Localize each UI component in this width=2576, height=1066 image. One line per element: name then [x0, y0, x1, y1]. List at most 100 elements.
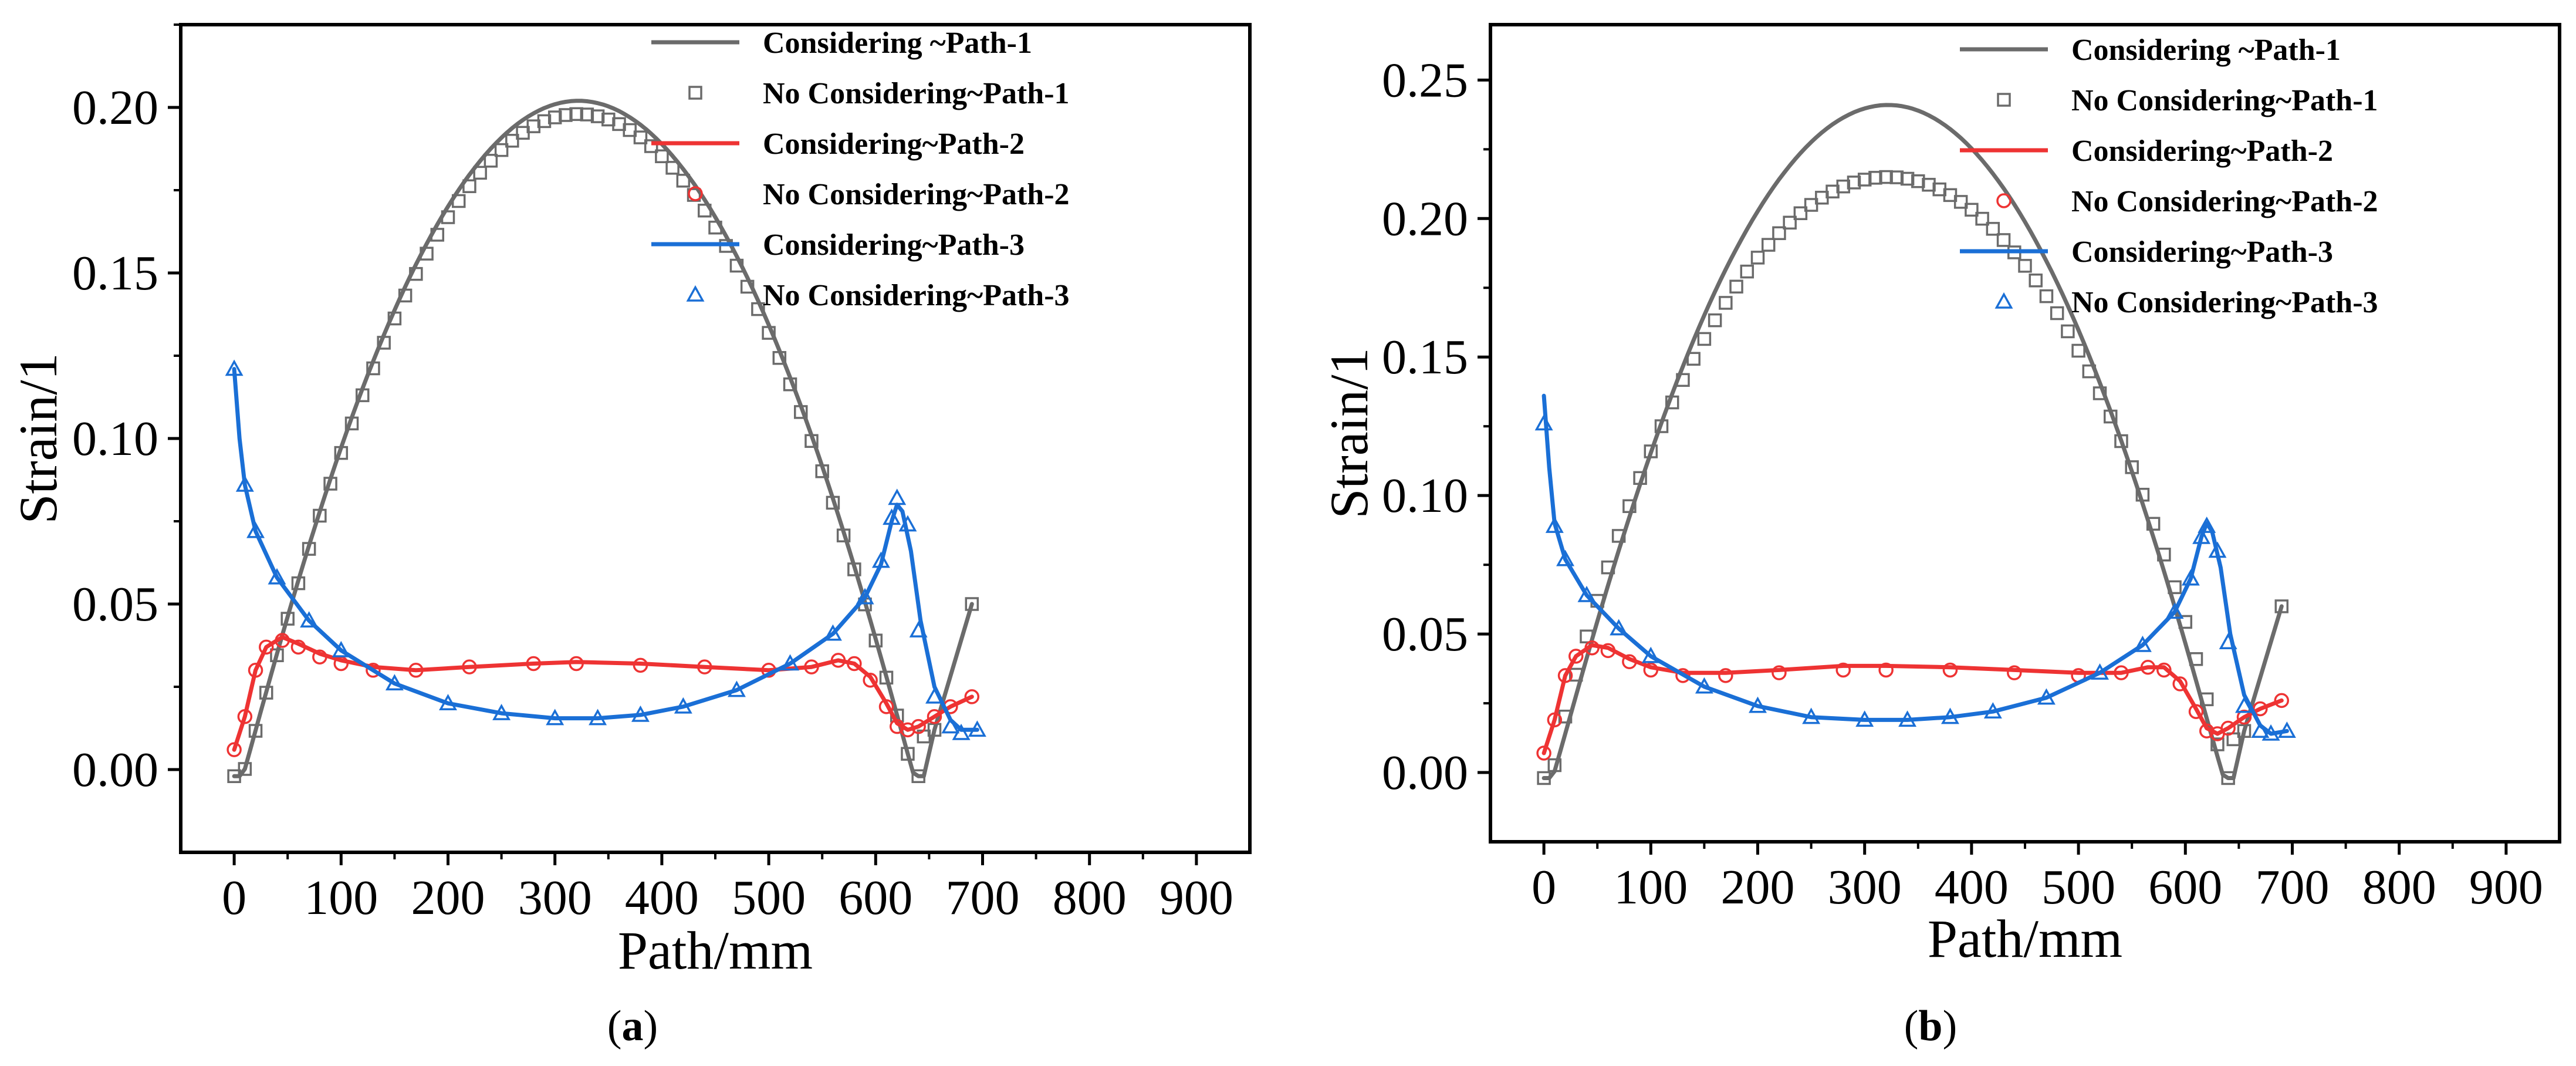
- panel-a-series-1-legend-label: Considering ~Path-1: [763, 26, 1032, 60]
- panel-a-series-2-marker: [344, 416, 359, 431]
- panel-b-series-2-marker: [1965, 203, 1979, 217]
- panel-a-series-4-marker: [830, 653, 846, 668]
- panel-b-series-2-marker: [2050, 306, 2064, 321]
- panel-a-series-2-marker: [794, 405, 808, 419]
- panel-a-x-tick-label: 300: [518, 871, 592, 925]
- panel-b-series-2-marker: [2104, 409, 2118, 424]
- panel-a-series-2-markers: [227, 107, 979, 784]
- panel-a-caption-letter: a: [622, 1002, 644, 1050]
- panel-b-series-2-marker: [2029, 273, 2043, 288]
- panel-b-series-4-marker: [1675, 668, 1691, 683]
- panel-b-series-4-marker: [1557, 668, 1573, 683]
- panel-a-series-4-marker: [900, 722, 915, 738]
- panel-a-series-2-marker: [569, 107, 583, 122]
- panel-a-series-2-marker: [280, 612, 295, 626]
- panel-b-caption-letter: b: [1918, 1002, 1942, 1050]
- panel-b-series-2-marker: [1601, 560, 1615, 575]
- panel-a-series-2-marker: [227, 769, 241, 784]
- panel-b-series-6-marker: [1855, 710, 1874, 727]
- panel-a-y-tick-label: 0.15: [72, 246, 158, 301]
- panel-b-series-6-legend-label: No Considering~Path-3: [2071, 286, 2378, 319]
- panel-b-series-2-marker: [1719, 296, 1733, 310]
- panel-b-series-2-legend-label: No Considering~Path-1: [2071, 84, 2378, 117]
- panel-b-series-2-marker: [1708, 313, 1722, 328]
- panel-b-series-2-marker: [2178, 615, 2193, 629]
- panel-a-series-6-marker: [883, 508, 901, 525]
- panel-a-series-6-marker: [589, 709, 607, 726]
- panel-a-x-axis-title: Path/mm: [618, 920, 813, 980]
- panel-b-series-4-marker: [2274, 693, 2290, 709]
- panel-b-series-4-legend-symbol: [1996, 193, 2012, 208]
- panel-a-y-tick-label: 0.10: [72, 411, 158, 466]
- panel-b-series-2-marker: [1879, 170, 1893, 184]
- panel-b-series-6-marker: [2037, 688, 2056, 705]
- panel-a-series-4-marker: [889, 718, 905, 734]
- panel-b-series-2-marker: [1986, 222, 2000, 236]
- panel-a-series-2-marker: [965, 597, 979, 611]
- panel-a-series-2-legend-label: No Considering~Path-1: [763, 77, 1070, 110]
- panel-b-series-2-marker: [1622, 499, 1637, 513]
- panel-a-series-4-legend-symbol: [688, 186, 703, 201]
- panel-a-x-tick-label: 500: [732, 871, 806, 925]
- panel-a-series-2-marker: [334, 446, 349, 460]
- panel-a-series-4-legend-label: No Considering~Path-2: [763, 178, 1070, 211]
- panel-a-series-2-marker: [879, 670, 894, 685]
- panel-a-series-4-legend-marker: [688, 186, 703, 201]
- panel-b-series-2-marker: [2092, 386, 2107, 400]
- panel-a-series-2-marker: [547, 110, 562, 124]
- panel-b-series-6-marker: [2219, 633, 2237, 650]
- panel-a-series-6-marker: [246, 521, 265, 538]
- panel-b-x-tick-label: 700: [2256, 860, 2330, 915]
- panel-a-series-2-marker: [355, 388, 370, 403]
- panel-b-series-6-marker: [2165, 602, 2184, 619]
- panel-a-series-2-marker: [644, 139, 658, 153]
- panel-a-series-6-marker: [235, 475, 254, 492]
- panel-b-series-4-marker: [1536, 745, 1551, 761]
- panel-a-series-2-legend-marker: [688, 86, 702, 100]
- panel-b-series-2-marker: [1729, 279, 1743, 294]
- panel-a-series-6-marker: [941, 717, 960, 734]
- panel-a-series-4-marker: [964, 689, 980, 704]
- panel-b-y-tick-label: 0.05: [1382, 607, 1468, 662]
- panel-a-series-6-marker: [925, 687, 944, 704]
- panel-a-series-2-marker: [580, 107, 594, 122]
- panel-a-series-2-marker: [494, 143, 509, 157]
- panel-b-series-2-marker: [2221, 771, 2235, 785]
- panel-b-x-tick-label: 900: [2469, 860, 2543, 915]
- panel-a-series-2-marker: [323, 477, 337, 491]
- panel-b-y-axis-title: Strain/1: [1319, 348, 1379, 518]
- panel-b-x-axis-title: Path/mm: [1928, 909, 2122, 969]
- panel-b-series-2-marker: [2237, 724, 2252, 738]
- panel-b-series-2-marker: [2210, 737, 2225, 751]
- panel-a-series-2-marker: [815, 464, 829, 478]
- panel-a-series-4-marker: [408, 663, 424, 678]
- panel-b-series-4-marker: [2114, 665, 2129, 680]
- panel-a-series-5-legend-label: Considering~Path-3: [763, 228, 1025, 262]
- panel-a-series-2-marker: [238, 762, 252, 776]
- panel-a-series-2-marker: [302, 542, 316, 556]
- panel-b-y-tick-label: 0.25: [1382, 53, 1468, 107]
- panel-a-series-2-marker: [698, 203, 712, 218]
- panel-b-series-2-marker: [2146, 517, 2161, 531]
- panel-a-x-tick-label: 200: [411, 871, 485, 925]
- panel-a-series-2-marker: [462, 179, 476, 193]
- panel-a-series-2-marker: [623, 123, 637, 137]
- panel-b-series-2-marker: [2018, 259, 2032, 273]
- panel-b-series-2-marker: [2125, 460, 2139, 474]
- panel-a-series-6-marker: [385, 674, 404, 691]
- panel-a-series-4-marker: [697, 659, 712, 674]
- panel-a-series-2-marker: [291, 576, 306, 591]
- panel-b-series-2-marker: [1569, 667, 1583, 682]
- panel-b-series-2-marker: [1857, 173, 1872, 187]
- panel-b-series-4-marker: [1835, 662, 1851, 678]
- panel-b-series-2-legend-marker: [1997, 93, 2011, 107]
- panel-a-series-4-marker: [911, 718, 926, 734]
- panel-b-series-2-marker: [2157, 548, 2171, 562]
- panel-b-series-6-legend-symbol: [1994, 292, 2013, 309]
- panel-a-series-6-marker: [968, 720, 986, 737]
- panel-a-series-4-marker: [366, 663, 381, 678]
- panel-b-series-6-marker: [1695, 677, 1713, 694]
- panel-a-y-axis-title: Strain/1: [8, 353, 68, 524]
- panel-a-series-6-legend-label: No Considering~Path-3: [763, 279, 1070, 312]
- panel-b-series-6-marker: [2091, 663, 2110, 680]
